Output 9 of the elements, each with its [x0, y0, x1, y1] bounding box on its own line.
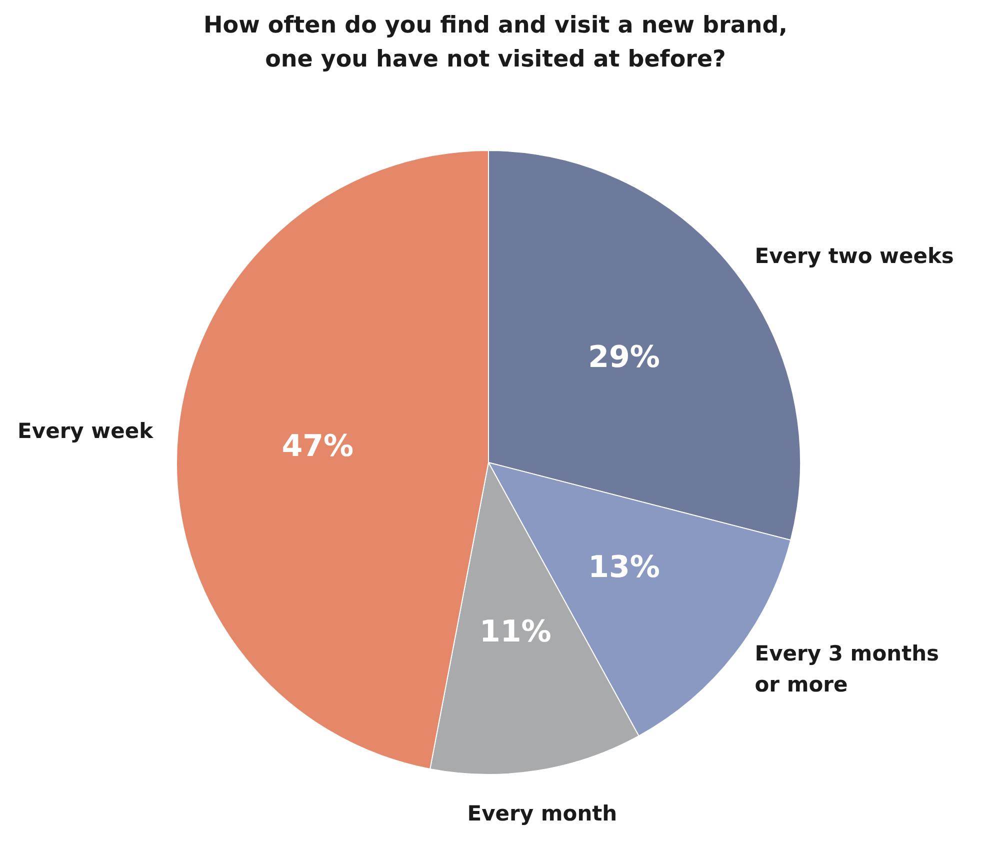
slice-label: Every month	[467, 801, 618, 826]
data-label: 29%	[588, 340, 660, 375]
data-label: 47%	[282, 428, 354, 464]
data-label: 11%	[479, 614, 552, 650]
chart-title: How often do you find and visit a new brand, one you have not visited at before?	[204, 12, 788, 72]
slice-label: Every 3 months or more	[754, 641, 940, 697]
data-label: 13%	[588, 550, 660, 586]
slice-label: Every week	[18, 418, 154, 443]
slice-label: Every two weeks	[754, 244, 954, 268]
